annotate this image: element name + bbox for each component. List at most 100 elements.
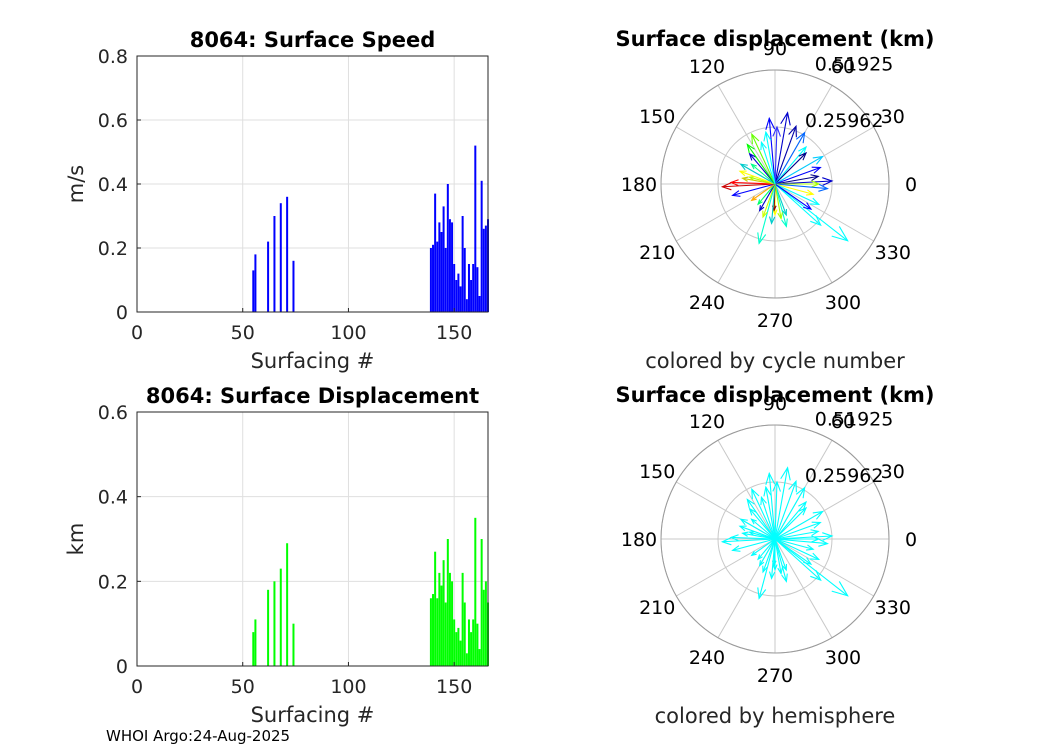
vector-arrowhead	[780, 466, 791, 481]
vector-shaft	[774, 156, 823, 185]
y-tick-label: 0.4	[98, 174, 128, 196]
bar	[465, 653, 468, 666]
vector-shaft	[732, 538, 776, 551]
bar	[474, 145, 477, 312]
vector-shaft	[774, 146, 807, 185]
vector-arrowhead	[798, 145, 808, 156]
bar	[484, 581, 487, 666]
axes-box	[136, 411, 489, 667]
vector-arrowhead	[772, 564, 778, 572]
vector-arrowhead	[811, 180, 821, 188]
x-tick-label: 0	[131, 322, 143, 344]
bar	[267, 241, 270, 312]
vector-shaft	[751, 489, 776, 540]
bar	[434, 551, 437, 666]
vector-shaft	[774, 126, 797, 185]
bar	[480, 539, 483, 666]
theta-tick-label: 330	[875, 597, 911, 619]
vector-shaft	[774, 175, 819, 185]
vector-arrowhead	[806, 189, 815, 196]
vector-arrowhead	[763, 130, 772, 142]
bar	[482, 589, 485, 666]
vector-shaft	[771, 183, 776, 224]
bar	[286, 543, 289, 666]
x-tick-label: 50	[231, 322, 255, 344]
vector-arrowhead	[739, 163, 748, 171]
vector-arrowhead	[731, 545, 741, 552]
vector-arrowhead	[831, 581, 849, 597]
vector-shaft	[740, 518, 776, 540]
x-tick-label: 0	[131, 676, 143, 698]
theta-tick-label: 240	[689, 292, 725, 314]
radius-tick-label: 0.25962	[805, 110, 884, 132]
vector-arrowhead	[760, 495, 767, 506]
vector-arrowhead	[750, 518, 757, 525]
vector-arrowhead	[811, 535, 821, 543]
vector-shaft	[774, 511, 823, 540]
vector-shaft	[731, 181, 776, 185]
vector-shaft	[774, 183, 828, 190]
vector-arrowhead	[760, 140, 767, 151]
vector-arrowhead	[781, 218, 788, 228]
vector-arrowhead	[738, 170, 747, 177]
radius-tick-label: 0.51925	[815, 54, 894, 76]
vector-shaft	[759, 183, 776, 211]
vector-arrowhead	[746, 498, 755, 509]
angular-gridline	[676, 183, 776, 242]
bar	[455, 280, 458, 312]
polar-outer-ring	[660, 424, 890, 654]
vector-arrowhead	[810, 174, 820, 182]
theta-tick-label: 120	[689, 56, 725, 78]
vector-shaft	[774, 481, 797, 540]
bar	[273, 216, 276, 312]
vector-shaft	[774, 521, 821, 540]
y-tick-label: 0.4	[98, 487, 128, 509]
vector-arrowhead	[818, 538, 829, 547]
vector-arrowhead	[748, 152, 757, 161]
x-tick-label: 100	[330, 676, 366, 698]
vector-arrowhead	[720, 537, 732, 546]
vector-shaft	[774, 538, 812, 565]
bar	[438, 572, 441, 666]
theta-tick-label: 150	[639, 106, 675, 128]
angular-gridline	[774, 183, 833, 283]
x-tick-label: 150	[436, 322, 472, 344]
bar	[436, 598, 439, 666]
polar-outer-ring	[660, 69, 890, 299]
bar	[432, 244, 435, 312]
vector-arrowhead	[772, 209, 778, 217]
y-tick-label: 0.2	[98, 238, 128, 260]
vector-shaft	[774, 126, 778, 185]
vector-arrowhead	[795, 486, 806, 499]
vector-arrowhead	[741, 176, 749, 182]
bar	[482, 228, 485, 312]
bar	[286, 196, 289, 312]
vector-arrowhead	[806, 544, 815, 551]
bar	[467, 619, 470, 666]
vector-shaft	[774, 487, 806, 540]
theta-tick-label: 0	[905, 529, 917, 551]
vector-arrowhead	[810, 529, 820, 537]
vector-arrowhead	[750, 195, 757, 202]
theta-tick-label: 330	[875, 242, 911, 264]
bar	[478, 296, 481, 312]
bar	[444, 602, 447, 666]
theta-tick-label: 300	[825, 647, 861, 669]
vector-shaft	[774, 538, 849, 597]
theta-tick-label: 270	[757, 310, 793, 332]
bar	[446, 184, 449, 312]
vector-shaft	[751, 183, 776, 201]
theta-tick-label: 120	[689, 411, 725, 433]
vector-arrowhead	[822, 532, 834, 541]
vector-shaft	[774, 166, 821, 185]
vector-arrowhead	[758, 560, 765, 567]
bar	[478, 649, 481, 666]
vector-shaft	[746, 144, 776, 185]
vector-arrowhead	[777, 567, 783, 576]
vector-shaft	[749, 508, 776, 540]
vector-shaft	[759, 538, 776, 566]
bar	[444, 248, 447, 312]
displacement-polar-by-hemisphere: 0 30 60 90 120 150 180 210 240 270 300 330 0.25962 0.…	[615, 383, 934, 728]
vector-arrowhead	[751, 132, 760, 145]
